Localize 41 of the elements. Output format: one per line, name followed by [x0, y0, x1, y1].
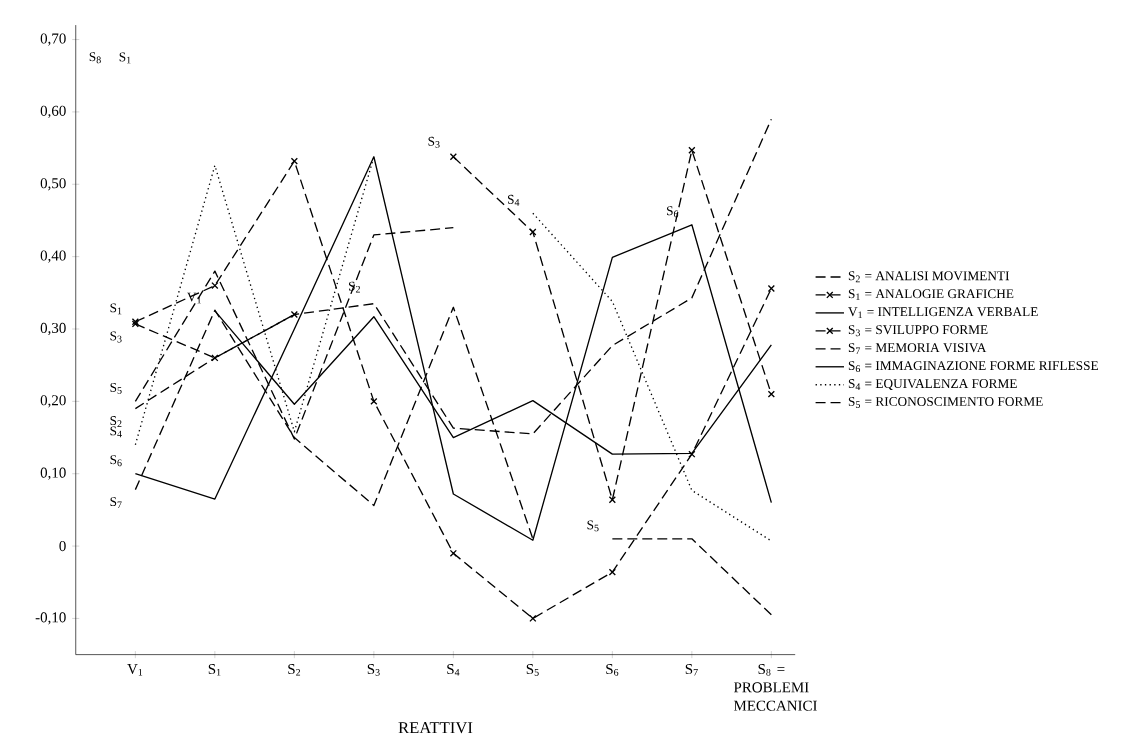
legend-label: S$_{3}$ = SVILUPPO FORME	[848, 325, 988, 337]
x-tick-label: S$_{6}$	[606, 664, 619, 676]
y-tick-label: 0,40	[40, 250, 66, 263]
x-tick-label: S$_{3}$	[367, 664, 380, 676]
y-tick-label: 0,20	[40, 395, 66, 408]
y-tick-label: 0,50	[40, 178, 66, 191]
legend-label: S$_{6}$ = IMMAGINAZIONE FORME RIFLESSE	[848, 361, 1098, 373]
y-tick-label: 0,30	[40, 322, 66, 336]
annotation: S$_{2}$	[110, 416, 122, 427]
annotation: S$_{3}$	[110, 331, 122, 343]
legend-label: S$_{1}$ = ANALOGIE GRAFICHE	[848, 289, 1014, 301]
annotation: S$_{2}$	[348, 281, 360, 293]
annotation: S$_{3}$	[428, 136, 440, 148]
x-tick-label: S$_{2}$	[288, 664, 301, 676]
annotation: S$_{1}$	[119, 52, 131, 64]
annotation: S$_{1}$	[110, 303, 122, 315]
annotation: S$_{6}$	[110, 455, 122, 467]
x-tick-label: S$_{4}$	[447, 664, 460, 676]
legend-label: S$_{7}$ = MEMORIA VISIVA	[848, 343, 987, 354]
annotation: S$_{8}$	[89, 52, 101, 64]
y-tick-label: 0,70	[40, 33, 66, 46]
x-tick-label: S$_{7}$	[685, 664, 698, 676]
annotation: S$_{7}$	[110, 497, 122, 508]
legend-label: S$_{4}$ = EQUIVALENZA FORME	[848, 379, 1017, 391]
x-tick-label: V$_{1}$	[127, 664, 143, 676]
x-tick-label: S$_{5}$	[526, 664, 539, 676]
y-tick-label: 0,60	[40, 105, 66, 118]
annotation: S$_{4}$	[110, 426, 122, 438]
x-tick-label: S$_{1}$	[208, 664, 221, 676]
y-tick-label: -0,10	[35, 612, 66, 625]
legend-label: S$_{5}$ = RICONOSCIMENTO FORME	[848, 397, 1043, 408]
legend-label: S$_{2}$ = ANALISI MOVIMENTI	[848, 271, 1010, 283]
annotation: S$_{6}$	[666, 206, 679, 218]
y-tick-label: 0	[59, 540, 66, 552]
legend-label: V$_{1}$ = INTELLIGENZA VERBALE	[848, 307, 1038, 319]
annotation: S$_{5}$	[587, 520, 599, 532]
y-tick-label: 0,10	[40, 467, 66, 480]
x-tick-label: S$_{8}$ = PROBLEMI MECCANICI	[733, 664, 817, 711]
annotation: S$_{5}$	[110, 382, 122, 394]
annotation: S$_{4}$	[507, 194, 520, 206]
x-axis-title: REATTIVI	[398, 722, 473, 734]
